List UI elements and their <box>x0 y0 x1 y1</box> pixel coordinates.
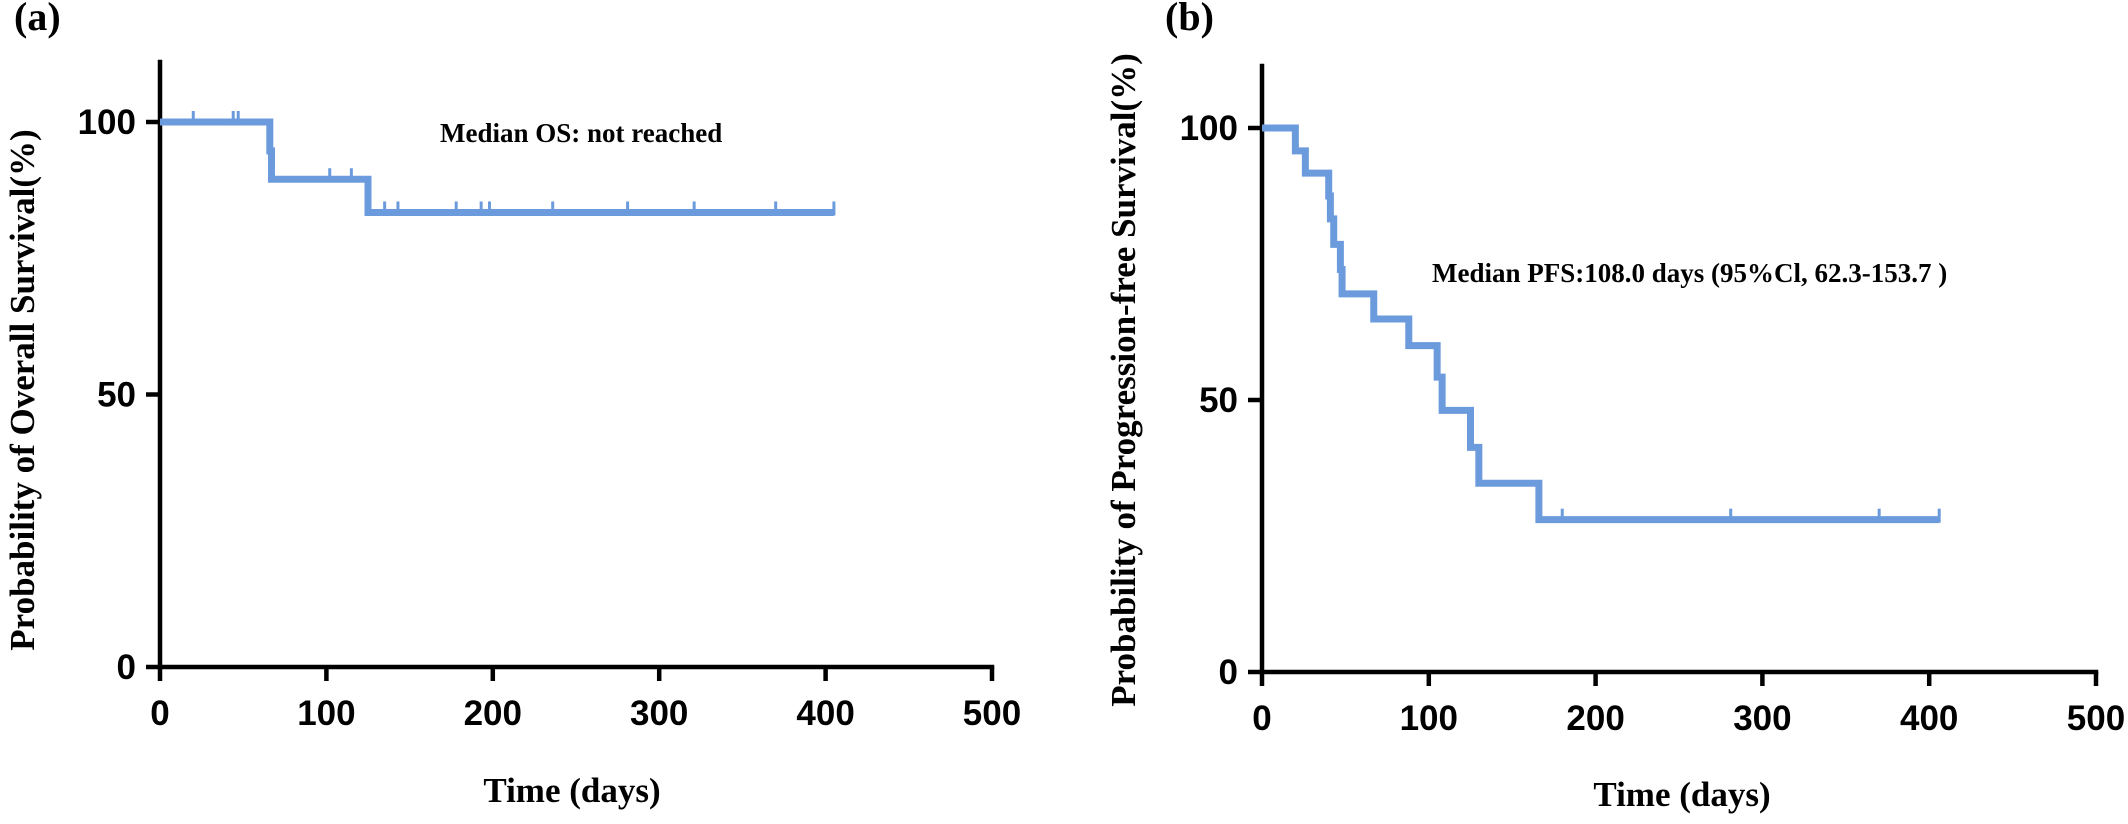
y-tick-label-a-0: 0 <box>117 648 136 687</box>
panel-b-progression-free-survival: (b) Probability of Progression-free Surv… <box>1104 0 2125 814</box>
x-tick-label-b-200: 200 <box>1566 699 1624 738</box>
x-axis-title-a: Time (days) <box>483 771 660 810</box>
y-axis-title-a: Probability of Overall Survival(%) <box>3 129 42 650</box>
y-tick-label-a-100: 100 <box>78 103 136 142</box>
y-tick-label-b-0: 0 <box>1219 653 1238 692</box>
x-tick-label-a-300: 300 <box>630 694 688 733</box>
panel-label-a: (a) <box>14 0 61 39</box>
curve-layer-a <box>160 111 836 216</box>
x-tick-label-b-100: 100 <box>1400 699 1458 738</box>
y-tick-label-b-100: 100 <box>1180 109 1238 148</box>
median-os-annotation: Median OS: not reached <box>440 118 722 148</box>
x-tick-label-b-500: 500 <box>2067 699 2125 738</box>
x-tick-label-a-500: 500 <box>963 694 1021 733</box>
y-tick-label-a-50: 50 <box>97 376 136 415</box>
panel-label-b: (b) <box>1165 0 1214 39</box>
survival-curve-a <box>160 118 834 216</box>
x-tick-label-a-0: 0 <box>150 694 169 733</box>
x-tick-label-b-400: 400 <box>1900 699 1958 738</box>
x-tick-label-a-200: 200 <box>464 694 522 733</box>
axes-a <box>157 59 995 670</box>
y-tick-label-b-50: 50 <box>1199 381 1238 420</box>
survival-curve-b <box>1262 124 1940 524</box>
y-axis-title-b: Probability of Progression-free Survival… <box>1104 53 1143 707</box>
axes-b <box>1259 63 2099 675</box>
x-axis-title-b: Time (days) <box>1593 775 1770 814</box>
x-tick-label-b-300: 300 <box>1733 699 1791 738</box>
median-pfs-annotation: Median PFS:108.0 days (95%Cl, 62.3-153.7… <box>1432 258 1947 288</box>
x-tick-label-b-0: 0 <box>1252 699 1271 738</box>
x-tick-label-a-400: 400 <box>796 694 854 733</box>
tick-layer-b: 0 100 200 300 400 500 0 50 100 <box>1180 109 2126 738</box>
curve-layer-b <box>1262 124 1941 524</box>
x-tick-label-a-100: 100 <box>297 694 355 733</box>
tick-layer-a: 0 100 200 300 400 500 0 50 100 <box>78 103 1022 733</box>
panel-a-overall-survival: (a) Probability of Overall Survival(%) T… <box>3 0 1021 810</box>
